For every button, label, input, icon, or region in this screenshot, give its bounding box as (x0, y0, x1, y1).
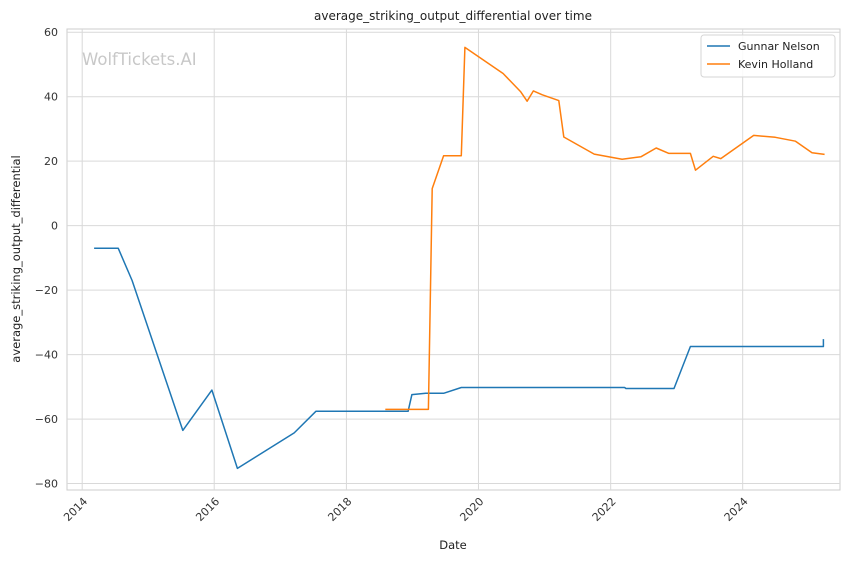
y-tick-label: 0 (51, 220, 58, 233)
legend-label: Gunnar Nelson (738, 40, 820, 53)
watermark: WolfTickets.AI (82, 50, 197, 69)
y-tick-label: −60 (35, 413, 58, 426)
grid-lines (67, 29, 840, 490)
y-tick-label: 20 (44, 155, 58, 168)
series-layer (94, 46, 825, 470)
y-tick-label: −20 (35, 284, 58, 297)
legend: Gunnar Nelson Kevin Holland (700, 34, 836, 78)
y-tick-label: 40 (44, 91, 58, 104)
x-axis-label: Date (439, 538, 467, 552)
series-line-gunnar-nelson (94, 247, 825, 470)
series-line-kevin-holland (385, 46, 825, 411)
y-tick-label: −40 (35, 349, 58, 362)
plot-area (66, 28, 841, 491)
legend-label: Kevin Holland (738, 58, 813, 71)
y-tick-label: −80 (35, 478, 58, 491)
legend-box (700, 34, 836, 78)
y-tick-label: 60 (44, 26, 58, 39)
chart-title: average_striking_output_differential ove… (314, 9, 592, 23)
y-axis-label: average_striking_output_differential (9, 155, 23, 362)
plot-frame (66, 28, 841, 491)
